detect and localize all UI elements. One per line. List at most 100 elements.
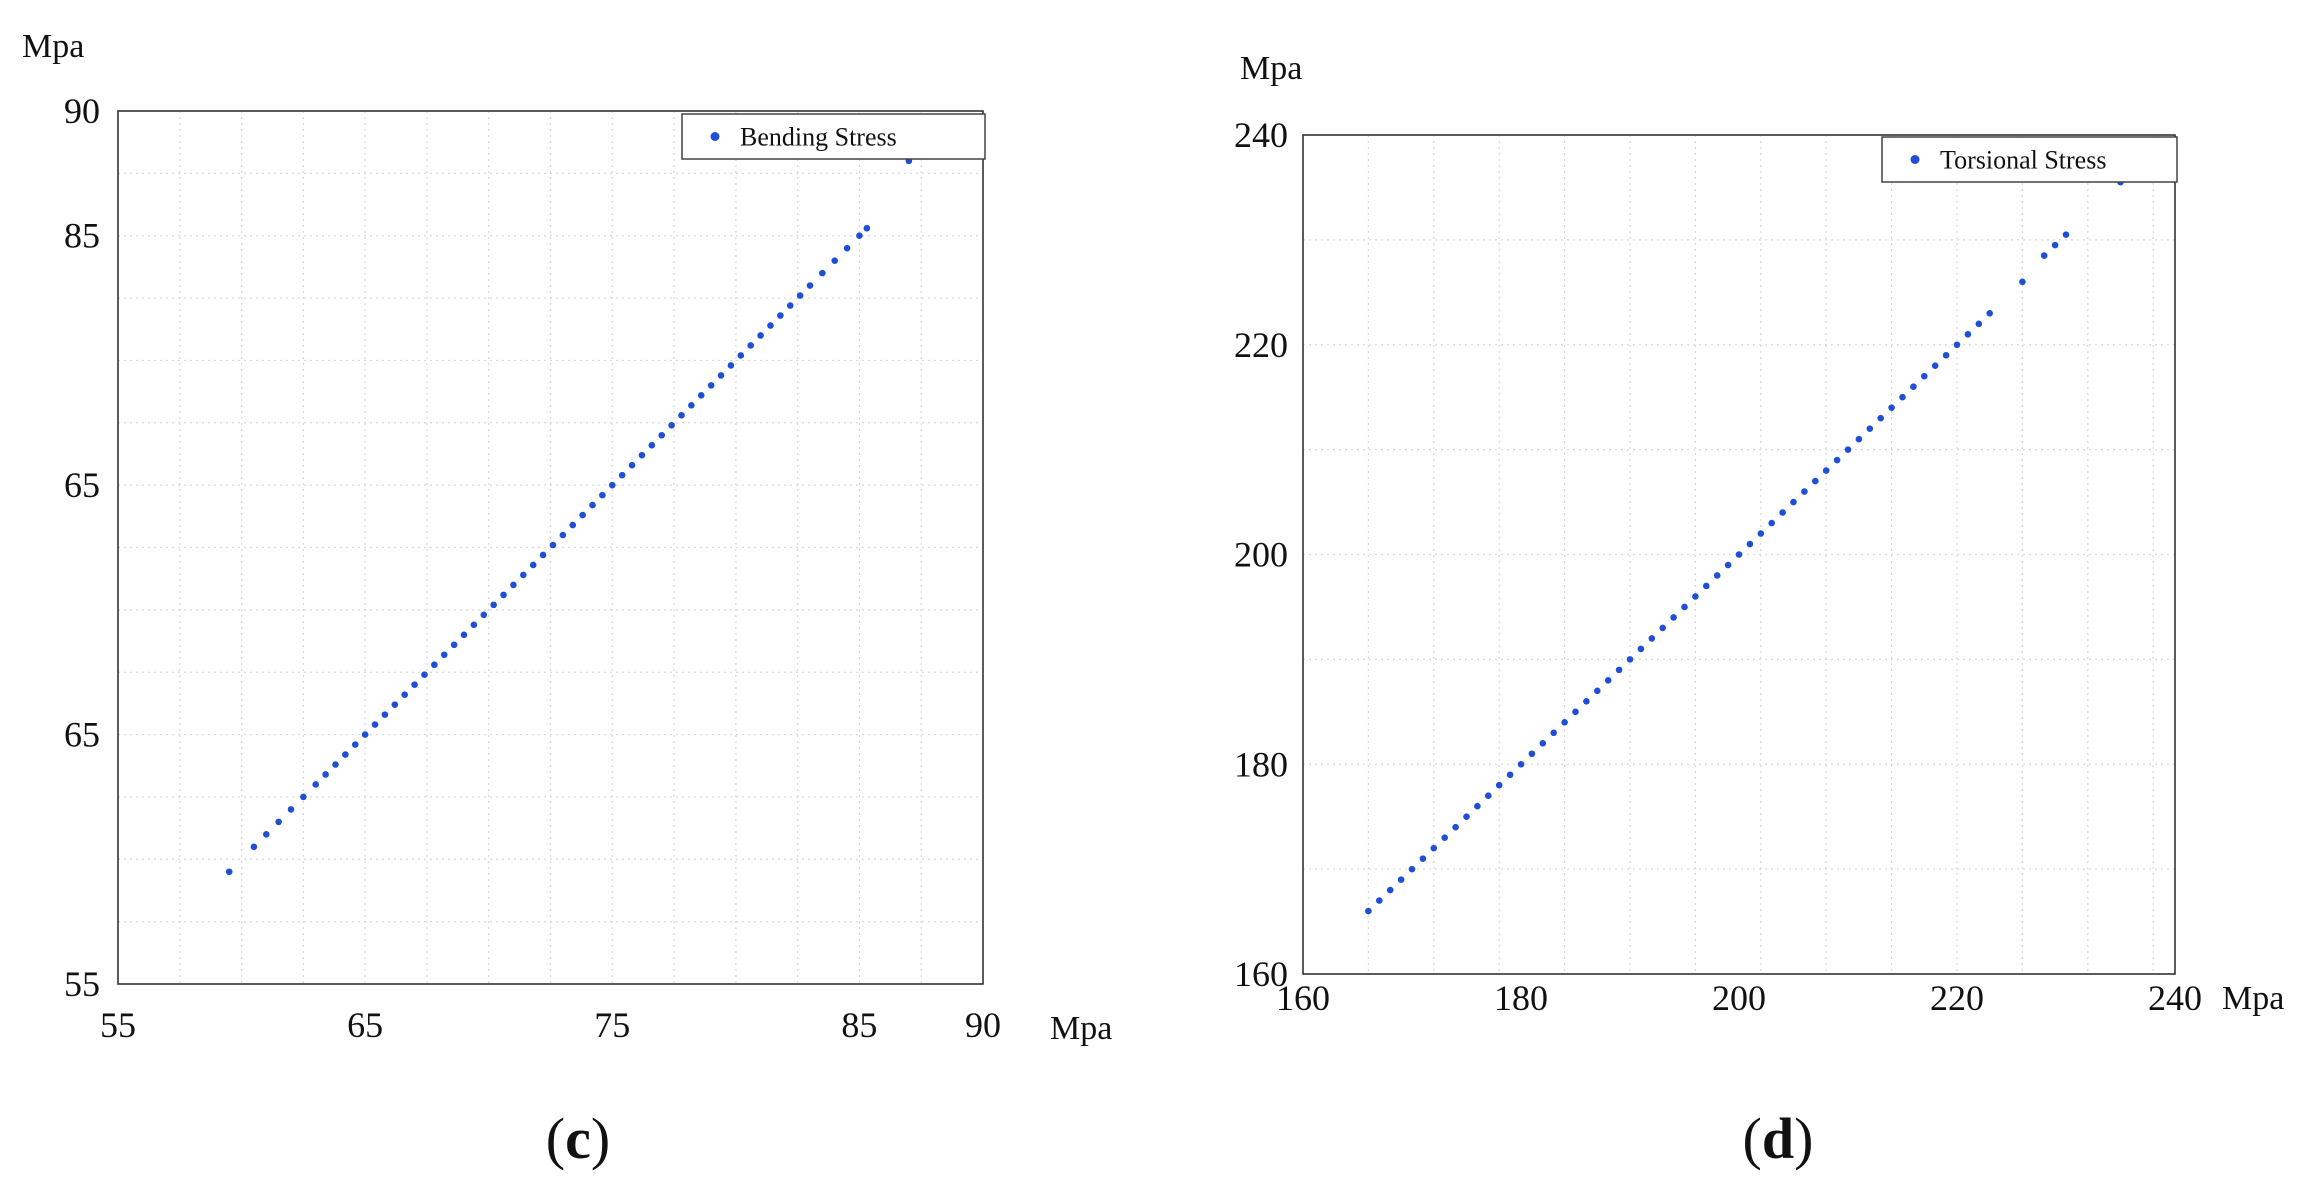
chart-d-data-point — [1583, 698, 1590, 705]
chart-d-data-point — [1561, 719, 1568, 726]
chart-c-y-tick-label: 85 — [64, 216, 100, 256]
chart-d-data-point — [1550, 729, 1557, 737]
chart-c-data-point — [863, 224, 871, 232]
chart-c-caption: (c) — [546, 1106, 610, 1171]
chart-d-data-point — [1768, 519, 1775, 527]
chart-d-data-point — [1724, 561, 1732, 569]
chart-c-data-point — [688, 402, 695, 409]
chart-c-data-point — [819, 269, 826, 277]
chart-c-data-point — [796, 292, 804, 299]
chart-d-data-point — [1779, 509, 1786, 516]
chart-c-data-point — [856, 232, 863, 240]
chart-c-data-point — [843, 244, 851, 252]
chart-d-caption: (d) — [1743, 1106, 1814, 1171]
chart-d-x-tick-label: 240 — [2148, 978, 2202, 1018]
chart-d-data-point — [2051, 241, 2059, 249]
chart-c-data-point — [342, 751, 349, 758]
chart-c-data-point — [312, 781, 320, 788]
chart-d-data-point — [1539, 739, 1547, 747]
chart-d-legend-label: Torsional Stress — [1940, 146, 2106, 175]
chart-c-legend-marker — [710, 132, 720, 141]
chart-c-data-point — [569, 521, 577, 529]
chart-c-data-point — [707, 382, 715, 389]
chart-c-y-axis-label: Mpa — [22, 28, 84, 65]
chart-c-plot-frame — [117, 110, 984, 985]
chart-c-data-point — [831, 257, 839, 264]
chart-d-data-point — [1703, 582, 1710, 590]
chart-c-x-tick-label: 55 — [100, 1005, 136, 1045]
chart-d-data-point — [2019, 278, 2026, 286]
chart-c-data-point — [470, 621, 478, 629]
chart-d-data-point — [1931, 362, 1939, 370]
chart-d-data-point — [1866, 425, 1874, 432]
chart-c-data-point — [638, 451, 646, 459]
chart-c-data-point — [225, 868, 233, 876]
chart-d-y-axis-label: Mpa — [1240, 50, 1302, 87]
chart-c-data-point — [351, 741, 359, 748]
chart-c-data-point — [431, 661, 438, 669]
bending-stress-chart: 55 65 75 85 90 55 65 65 85 90 Mpa Mpa Bending Stress… — [22, 28, 1112, 1171]
chart-d-data-point — [1855, 435, 1863, 443]
chart-d-data-point — [1397, 876, 1405, 883]
chart-d-data-point — [1615, 666, 1623, 674]
chart-d-data-point — [1441, 834, 1448, 841]
chart-d-data-point — [1746, 540, 1754, 548]
chart-c-data-point — [757, 332, 764, 339]
chart-c-data-point — [539, 551, 547, 559]
chart-d-data-point — [1790, 498, 1797, 506]
chart-d-data-point — [1517, 760, 1525, 768]
chart-d-data-point — [1899, 393, 1906, 401]
chart-c-y-tick-label: 65 — [64, 715, 100, 755]
chart-d-data-point — [1735, 551, 1743, 558]
chart-c-data-point — [450, 641, 458, 649]
chart-c-data-point — [618, 471, 626, 479]
chart-c-data-point — [786, 302, 794, 309]
chart-c-x-tick-label: 85 — [841, 1005, 877, 1045]
chart-d-data-point — [1408, 865, 1416, 873]
chart-c-y-tick-label: 90 — [64, 91, 100, 131]
chart-d-data-point — [1648, 635, 1656, 642]
chart-d-data-point — [1921, 372, 1928, 380]
chart-d-data-point — [1376, 897, 1383, 904]
chart-d-y-tick-label: 220 — [1234, 325, 1288, 365]
chart-d-x-tick-label: 200 — [1712, 978, 1766, 1018]
chart-c-data-point — [648, 441, 656, 449]
chart-d-data-point — [1670, 614, 1677, 621]
chart-d-data-point — [1888, 404, 1895, 411]
chart-c-x-axis-label: Mpa — [1050, 1010, 1112, 1047]
chart-d-data-point — [1463, 813, 1470, 820]
chart-c-data-point — [599, 491, 606, 499]
chart-c-x-tick-label: 65 — [347, 1005, 383, 1045]
chart-c-data-point — [747, 342, 754, 349]
chart-d-y-tick-label: 180 — [1234, 744, 1288, 784]
chart-c-data-point — [608, 481, 616, 489]
chart-d-data-point — [1626, 656, 1634, 663]
chart-d-data-point — [1681, 603, 1688, 611]
chart-c-data-point — [678, 412, 685, 419]
chart-c-data-point — [411, 681, 418, 688]
chart-c-data-point — [559, 531, 567, 539]
chart-c-data-point — [628, 461, 636, 469]
chart-c-data-point — [371, 721, 379, 728]
chart-d-data-point — [1495, 781, 1503, 789]
chart-c-x-tick-label: 90 — [965, 1005, 1001, 1045]
chart-c-data-point — [767, 322, 774, 329]
chart-d-x-tick-label: 180 — [1494, 978, 1548, 1018]
chart-d-x-tick-label: 220 — [1930, 978, 1984, 1018]
chart-c-data-point — [381, 711, 389, 718]
chart-d-data-point — [1692, 593, 1699, 600]
chart-d-data-point — [1833, 456, 1841, 464]
chart-c-data-point — [361, 731, 369, 738]
chart-c-data-point — [520, 571, 527, 579]
chart-c-data-point — [668, 421, 675, 429]
chart-c-data-point — [529, 561, 537, 569]
chart-d-data-point — [1877, 414, 1884, 422]
chart-c-data-point — [717, 372, 725, 379]
chart-c-data-point — [440, 651, 448, 659]
chart-c-data-point — [421, 671, 428, 679]
chart-d-data-point — [1942, 351, 1950, 359]
chart-d-data-point — [2040, 252, 2048, 259]
chart-c-data-point — [777, 312, 784, 319]
chart-c-data-point — [658, 431, 666, 439]
chart-c-data-point — [737, 352, 745, 359]
